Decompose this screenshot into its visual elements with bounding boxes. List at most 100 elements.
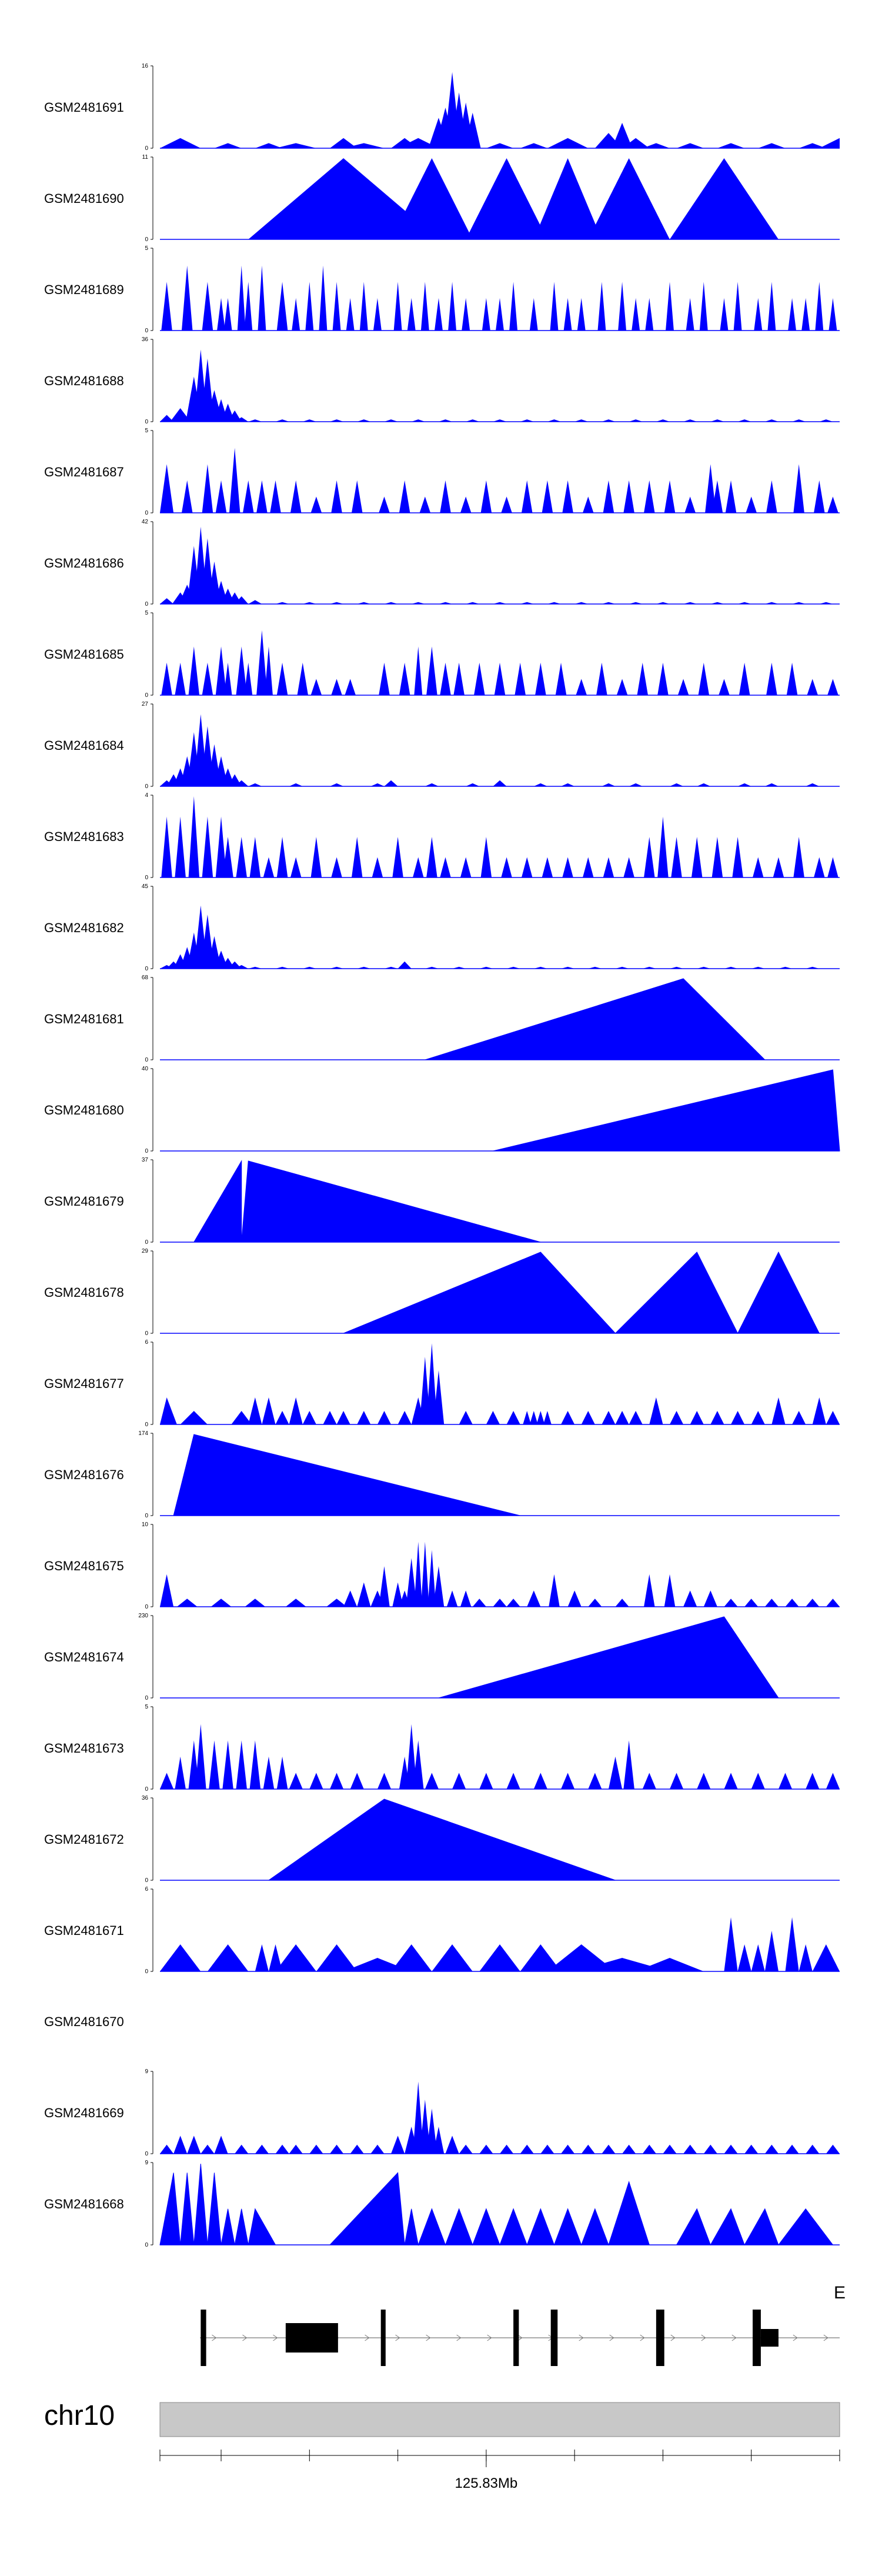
track-label: GSM2481683 [44, 829, 124, 844]
coverage-peak [719, 679, 730, 695]
coverage-peak [806, 1599, 820, 1607]
track-label: GSM2481682 [44, 920, 124, 935]
strand-arrow [273, 2334, 278, 2341]
coverage-peak [331, 679, 342, 695]
coverage-peak [588, 1599, 602, 1607]
coverage-peak [535, 662, 546, 695]
coverage-peak [697, 966, 711, 969]
coverage-peak [235, 965, 249, 969]
coverage-peak [330, 419, 344, 422]
coverage-peak [263, 1756, 275, 1789]
coverage-peak [248, 966, 262, 969]
coverage-peak [466, 783, 480, 786]
coverage-peak [290, 480, 302, 513]
coverage-peak [710, 1411, 724, 1424]
coverage-peak [733, 282, 742, 331]
coverage-peak [807, 679, 818, 695]
coverage-peak [710, 419, 724, 422]
track-label: GSM2481688 [44, 373, 124, 388]
coverage-peak [373, 298, 382, 331]
coverage-peak [297, 662, 309, 695]
coverage-peak [275, 2144, 289, 2154]
coverage-peak [826, 2144, 840, 2154]
coverage-peak [188, 796, 200, 877]
coverage-peak [248, 158, 439, 239]
coverage-area [159, 2163, 834, 2246]
y-max-label: 68 [142, 975, 149, 981]
coverage-peak [737, 602, 751, 604]
coverage-peak [514, 662, 526, 695]
coverage-peak [562, 480, 573, 513]
coverage-peak [533, 966, 547, 969]
coverage-peak [426, 837, 437, 877]
coverage-peak [302, 966, 316, 969]
track-GSM2481675: GSM2481675 10 0 [44, 1521, 840, 1610]
coverage-peak [520, 1944, 562, 1971]
coverage-peak [160, 1773, 174, 1789]
track-GSM2481679: GSM2481679 37 0 [44, 1157, 840, 1246]
coverage-peak [602, 783, 616, 786]
coverage-peak [414, 646, 423, 695]
coverage-peak [583, 496, 594, 513]
coverage-peak [581, 2144, 595, 2154]
coverage-peak [744, 1599, 759, 1607]
coverage-peak [724, 1773, 738, 1789]
coverage-peak [397, 138, 439, 148]
coverage-peak [160, 2144, 174, 2154]
coverage-peak [411, 602, 425, 604]
coverage-peak [486, 1411, 500, 1424]
coverage-peak [826, 1773, 840, 1789]
coverage-peak [160, 415, 174, 422]
y-max-label: 42 [142, 519, 149, 525]
strand-arrow [670, 2334, 676, 2341]
y-max-label: 10 [142, 1521, 149, 1528]
coverage-peak [258, 265, 266, 331]
y-max-label: 36 [142, 1795, 149, 1801]
strand-arrow [609, 2334, 614, 2341]
coverage-peak [608, 1756, 623, 1789]
track-GSM2481677: GSM2481677 6 0 [44, 1339, 840, 1428]
y-min-label: 0 [145, 2242, 148, 2248]
y-min-label: 0 [145, 1239, 148, 1246]
strand-arrow [640, 2334, 645, 2341]
coverage-peak [493, 1599, 507, 1607]
coverage-peak [289, 783, 303, 786]
coverage-peak [446, 1590, 458, 1607]
coverage-peak [773, 857, 784, 877]
coverage-peak [764, 602, 779, 604]
coverage-peak [642, 966, 656, 969]
coverage-peak [256, 630, 268, 695]
coverage-peak [290, 857, 302, 877]
coverage-peak [819, 419, 833, 422]
coverage-peak [426, 2108, 437, 2154]
y-max-label: 5 [145, 245, 148, 252]
coverage-peak [786, 662, 798, 695]
coverage-peak [703, 2144, 717, 2154]
y-max-label: 9 [145, 2160, 148, 2166]
coverage-peak [407, 298, 416, 331]
coverage-peak [464, 112, 481, 148]
coverage-peak [187, 2135, 201, 2154]
coverage-peak [819, 138, 840, 148]
coverage-peak [202, 816, 213, 877]
coverage-peak [175, 816, 186, 877]
track-GSM2481684: GSM2481684 27 0 [44, 701, 840, 790]
coverage-peak [801, 298, 810, 331]
coverage-peak [623, 857, 634, 877]
track-GSM2481681: GSM2481681 68 0 [44, 975, 840, 1063]
coverage-peak [588, 158, 670, 239]
coverage-peak [391, 2135, 405, 2154]
coverage-peak [744, 2144, 759, 2154]
coverage-peak [506, 1773, 520, 1789]
coverage-peak [663, 2144, 677, 2154]
coverage-peak [583, 857, 594, 877]
coverage-peak [433, 1566, 445, 1607]
coverage-peak [792, 602, 806, 604]
coverage-peak [642, 2144, 656, 2154]
coverage-peak [520, 602, 534, 604]
coverage-peak [766, 480, 777, 513]
coverage-peak [501, 496, 512, 513]
coverage-peak [440, 480, 451, 513]
coverage-peak [493, 780, 507, 786]
y-max-label: 5 [145, 428, 148, 434]
